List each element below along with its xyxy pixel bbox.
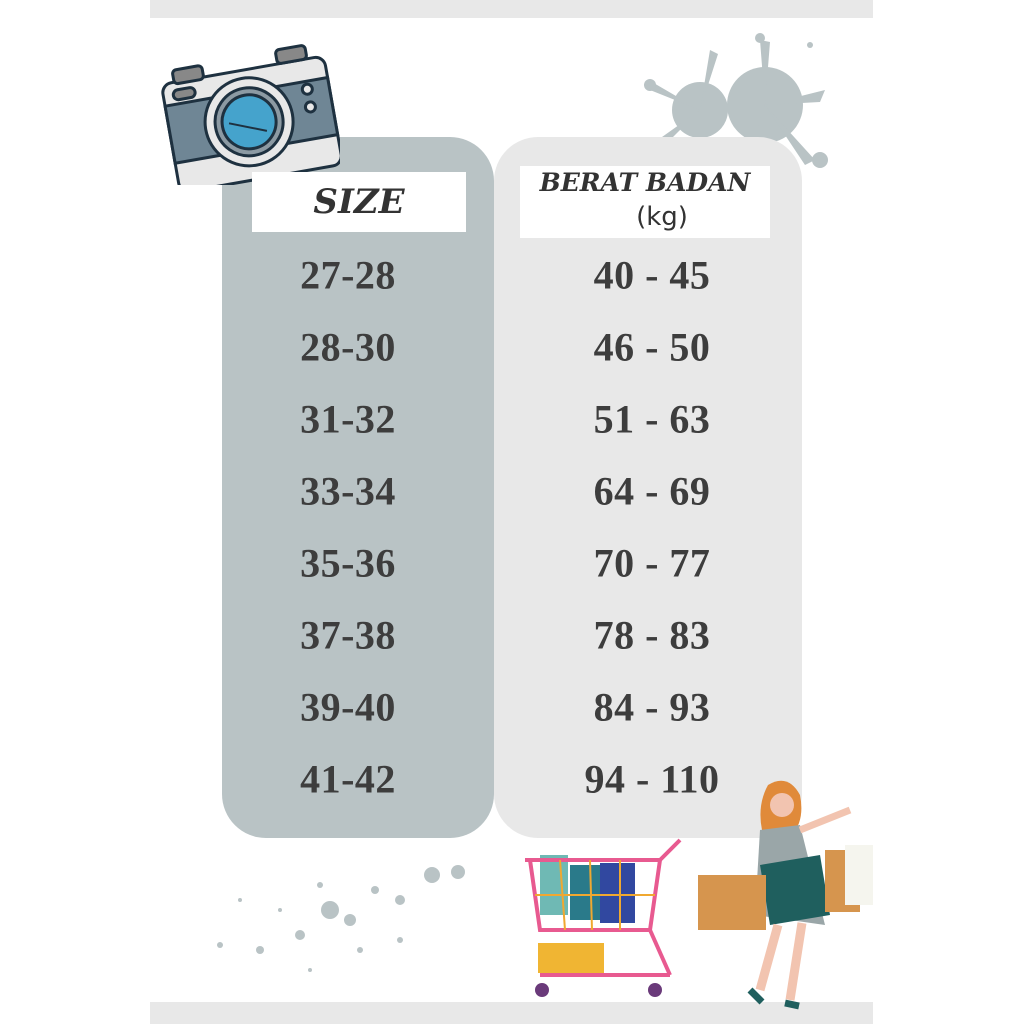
size-value: 28-30 bbox=[300, 324, 396, 370]
shopping-woman-illustration bbox=[698, 780, 873, 1010]
weight-column bbox=[494, 137, 802, 838]
size-column bbox=[222, 137, 494, 838]
weight-header: BERAT BADAN (kg) bbox=[520, 166, 770, 238]
size-value: 31-32 bbox=[300, 396, 396, 442]
bottom-bar bbox=[150, 1002, 873, 1024]
weight-value: 40 - 45 bbox=[593, 252, 711, 298]
top-bar bbox=[150, 0, 873, 18]
paint-speckles bbox=[217, 865, 465, 972]
weight-unit: (kg) bbox=[636, 202, 688, 232]
size-header: SIZE bbox=[252, 172, 466, 232]
size-value: 37-38 bbox=[300, 612, 396, 658]
size-title: SIZE bbox=[313, 182, 405, 222]
weight-value: 70 - 77 bbox=[593, 540, 711, 586]
size-value: 27-28 bbox=[300, 252, 396, 298]
weight-value: 94 - 110 bbox=[584, 756, 720, 802]
size-value: 33-34 bbox=[300, 468, 396, 514]
weight-value: 78 - 83 bbox=[593, 612, 711, 658]
size-value: 41-42 bbox=[300, 756, 396, 802]
size-value: 39-40 bbox=[300, 684, 396, 730]
weight-value: 51 - 63 bbox=[593, 396, 711, 442]
camera-icon bbox=[161, 44, 340, 185]
size-value: 35-36 bbox=[300, 540, 396, 586]
weight-value: 64 - 69 bbox=[593, 468, 711, 514]
weight-value: 84 - 93 bbox=[593, 684, 711, 730]
shopping-cart-icon bbox=[525, 838, 682, 997]
weight-value: 46 - 50 bbox=[593, 324, 711, 370]
weight-title: BERAT BADAN bbox=[539, 168, 751, 197]
